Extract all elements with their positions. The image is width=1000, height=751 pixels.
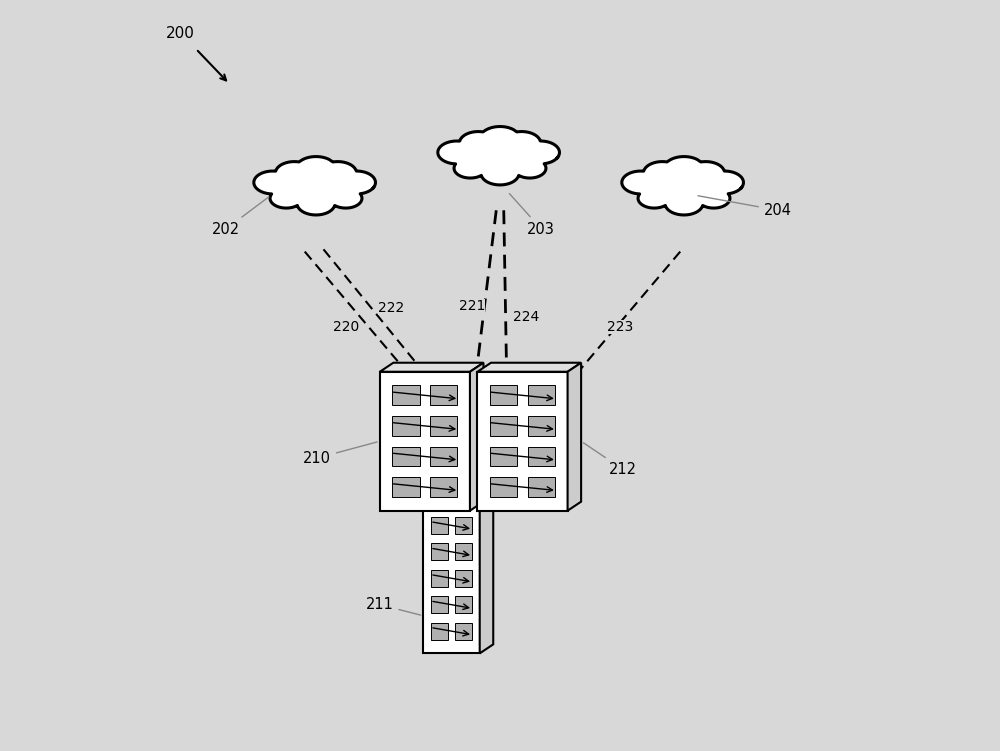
Polygon shape bbox=[380, 363, 483, 372]
Polygon shape bbox=[430, 385, 457, 406]
Polygon shape bbox=[477, 363, 581, 372]
Polygon shape bbox=[455, 517, 472, 534]
Polygon shape bbox=[431, 517, 448, 534]
Polygon shape bbox=[423, 494, 493, 503]
Polygon shape bbox=[431, 543, 448, 560]
Polygon shape bbox=[455, 570, 472, 587]
Polygon shape bbox=[438, 126, 559, 185]
Polygon shape bbox=[392, 477, 420, 497]
Polygon shape bbox=[392, 416, 420, 436]
Polygon shape bbox=[254, 156, 375, 215]
Text: 203: 203 bbox=[509, 194, 555, 237]
Text: 212: 212 bbox=[583, 443, 637, 477]
Polygon shape bbox=[431, 596, 448, 614]
Text: 222: 222 bbox=[378, 301, 404, 315]
Polygon shape bbox=[431, 570, 448, 587]
Text: 202: 202 bbox=[212, 197, 269, 237]
Text: 223: 223 bbox=[607, 320, 633, 333]
Polygon shape bbox=[480, 494, 493, 653]
Polygon shape bbox=[528, 477, 555, 497]
Polygon shape bbox=[392, 447, 420, 466]
Text: 200: 200 bbox=[166, 26, 195, 41]
Polygon shape bbox=[470, 363, 483, 511]
Polygon shape bbox=[490, 477, 517, 497]
Text: 204: 204 bbox=[698, 196, 792, 218]
Polygon shape bbox=[380, 372, 470, 511]
Polygon shape bbox=[455, 596, 472, 614]
Polygon shape bbox=[528, 447, 555, 466]
Text: 220: 220 bbox=[333, 320, 359, 333]
Polygon shape bbox=[455, 623, 472, 640]
Polygon shape bbox=[430, 477, 457, 497]
Text: 221: 221 bbox=[459, 300, 485, 313]
Polygon shape bbox=[477, 372, 568, 511]
Polygon shape bbox=[490, 447, 517, 466]
Polygon shape bbox=[430, 447, 457, 466]
Polygon shape bbox=[423, 503, 480, 653]
Polygon shape bbox=[528, 416, 555, 436]
Polygon shape bbox=[430, 416, 457, 436]
Polygon shape bbox=[490, 385, 517, 406]
Polygon shape bbox=[431, 623, 448, 640]
Text: 211: 211 bbox=[365, 597, 421, 615]
Polygon shape bbox=[622, 156, 743, 215]
Polygon shape bbox=[392, 385, 420, 406]
Polygon shape bbox=[455, 543, 472, 560]
Text: 210: 210 bbox=[303, 442, 377, 466]
Polygon shape bbox=[490, 416, 517, 436]
Text: 224: 224 bbox=[513, 310, 539, 324]
Polygon shape bbox=[528, 385, 555, 406]
Polygon shape bbox=[568, 363, 581, 511]
